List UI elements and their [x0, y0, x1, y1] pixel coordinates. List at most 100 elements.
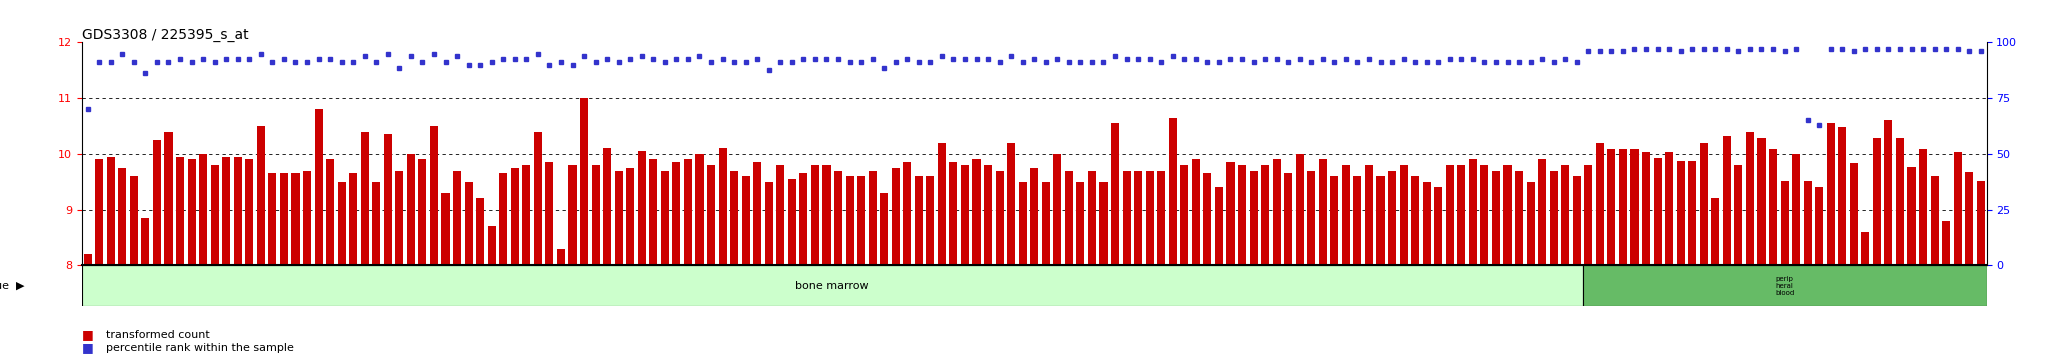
Bar [881, 193, 889, 265]
Bar [1087, 171, 1096, 265]
Bar [1169, 118, 1178, 265]
Bar [1157, 171, 1165, 265]
Bar [868, 171, 877, 265]
Bar [1262, 165, 1270, 265]
Bar [442, 193, 451, 265]
Bar [475, 198, 483, 265]
Bar [1008, 143, 1016, 265]
Bar [1769, 149, 1778, 265]
Text: transformed count: transformed count [106, 330, 211, 339]
Bar [856, 176, 864, 265]
Bar [1907, 167, 1915, 265]
Bar [1284, 173, 1292, 265]
Bar [1583, 265, 1987, 306]
Bar [453, 171, 461, 265]
Bar [510, 168, 518, 265]
Bar [961, 165, 969, 265]
Bar [1804, 181, 1812, 265]
Bar [602, 148, 610, 265]
Bar [1192, 159, 1200, 265]
Bar [672, 162, 680, 265]
Bar [846, 176, 854, 265]
Bar [1712, 198, 1720, 265]
Bar [1954, 152, 1962, 265]
Bar [1122, 171, 1130, 265]
Bar [1862, 232, 1870, 265]
Bar [788, 179, 797, 265]
Bar [1100, 182, 1108, 265]
Bar [94, 159, 102, 265]
Bar [1757, 138, 1765, 265]
Bar [1780, 181, 1788, 265]
Bar [614, 171, 623, 265]
Bar [1042, 182, 1051, 265]
Bar [1618, 149, 1626, 265]
Bar [1110, 123, 1118, 265]
Bar [637, 151, 645, 265]
Bar [1722, 136, 1731, 265]
Bar [430, 126, 438, 265]
Bar [1526, 182, 1534, 265]
Bar [500, 173, 508, 265]
Bar [1896, 138, 1905, 265]
Bar [1735, 165, 1743, 265]
Bar [1053, 154, 1061, 265]
Bar [764, 182, 772, 265]
Bar [1688, 161, 1696, 265]
Bar [1296, 154, 1305, 265]
Bar [557, 249, 565, 265]
Bar [983, 165, 991, 265]
Bar [1942, 221, 1950, 265]
Bar [246, 159, 254, 265]
Bar [1468, 159, 1477, 265]
Bar [1919, 149, 1927, 265]
Bar [649, 159, 657, 265]
Bar [408, 154, 416, 265]
Bar [1135, 171, 1143, 265]
Bar [799, 173, 807, 265]
Bar [1884, 120, 1892, 265]
Bar [1550, 171, 1559, 265]
Text: bone marrow: bone marrow [795, 281, 868, 291]
Bar [1423, 182, 1432, 265]
Bar [1249, 171, 1257, 265]
Bar [84, 254, 92, 265]
Bar [221, 157, 229, 265]
Bar [1976, 181, 1985, 265]
Bar [1491, 171, 1499, 265]
Bar [1872, 138, 1880, 265]
Bar [1272, 159, 1280, 265]
Bar [1665, 152, 1673, 265]
Bar [1792, 154, 1800, 265]
Text: GDS3308 / 225395_s_at: GDS3308 / 225395_s_at [82, 28, 248, 42]
Bar [256, 126, 264, 265]
Bar [1700, 143, 1708, 265]
Bar [950, 162, 958, 265]
Bar [1585, 165, 1593, 265]
Bar [199, 154, 207, 265]
Bar [707, 165, 715, 265]
Bar [522, 165, 530, 265]
Bar [176, 157, 184, 265]
Bar [487, 226, 496, 265]
Bar [811, 165, 819, 265]
Bar [1481, 165, 1489, 265]
Text: tissue  ▶: tissue ▶ [0, 281, 25, 291]
Bar [995, 171, 1004, 265]
Bar [903, 162, 911, 265]
Bar [1434, 187, 1442, 265]
Bar [1595, 143, 1604, 265]
Bar [1815, 187, 1823, 265]
Bar [1354, 176, 1362, 265]
Bar [418, 159, 426, 265]
Bar [1030, 168, 1038, 265]
Bar [268, 173, 276, 265]
Bar [776, 165, 784, 265]
Bar [1018, 182, 1026, 265]
Bar [592, 165, 600, 265]
Bar [1630, 149, 1638, 265]
Bar [1145, 171, 1153, 265]
Text: ■: ■ [82, 328, 94, 341]
Bar [1573, 176, 1581, 265]
Bar [684, 159, 692, 265]
